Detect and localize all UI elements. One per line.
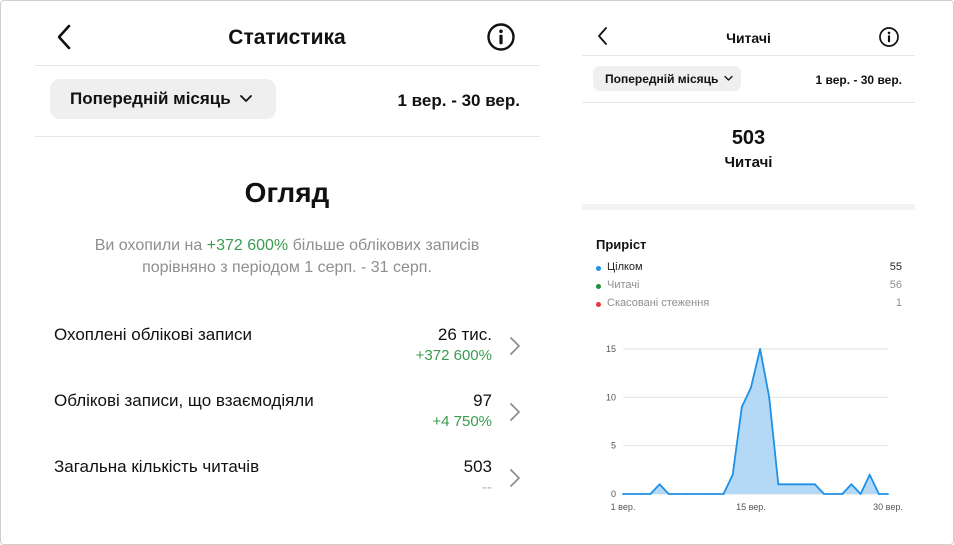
growth-heading: Приріст xyxy=(596,237,647,252)
summary-text-end: більше облікових записів порівняно з пер… xyxy=(142,237,480,276)
data-point xyxy=(868,473,871,476)
data-point xyxy=(823,493,825,495)
period-dropdown[interactable]: Попередній місяць xyxy=(593,66,741,91)
chevron-down-icon xyxy=(239,95,252,102)
series-area xyxy=(623,349,888,494)
overview-heading: Огляд xyxy=(244,177,330,208)
legend-dot xyxy=(596,302,601,307)
back-arrow-icon[interactable] xyxy=(596,26,610,46)
legend-label: Читачі xyxy=(607,279,640,291)
metric-delta: +4 750% xyxy=(432,413,492,430)
data-point xyxy=(658,483,661,486)
legend-dot xyxy=(596,266,601,271)
page-title: Статистика xyxy=(228,26,346,49)
metric-row-total-followers[interactable]: Загальна кількість читачів 503 -- xyxy=(2,457,572,513)
data-point xyxy=(786,483,789,486)
overview-summary: Ви охопили на +372 600% більше облікових… xyxy=(62,235,512,279)
data-point xyxy=(667,493,670,495)
summary-highlight: +372 600% xyxy=(206,237,289,254)
data-point xyxy=(887,493,889,495)
metric-delta: +372 600% xyxy=(415,347,492,364)
data-point xyxy=(777,483,780,486)
chevron-down-icon xyxy=(724,75,734,81)
data-point xyxy=(622,493,624,495)
legend-value: 1 xyxy=(895,297,902,309)
toolbar-divider xyxy=(582,102,915,103)
data-point xyxy=(768,396,771,399)
data-point xyxy=(731,473,734,476)
x-tick-label: 30 вер. xyxy=(873,502,903,512)
data-point xyxy=(640,493,643,495)
legend-label: Скасовані стеження xyxy=(607,297,710,309)
info-icon[interactable] xyxy=(878,26,900,48)
metric-label: Охоплені облікові записи xyxy=(54,325,252,344)
metric-value: 97 xyxy=(473,391,492,410)
data-point xyxy=(686,493,688,495)
data-point xyxy=(704,493,707,495)
statistics-panel: Статистика Попередній місяць 1 вер. - 30… xyxy=(2,1,572,544)
x-tick-label: 15 вер. xyxy=(736,502,766,512)
metric-value: 26 тис. xyxy=(437,325,492,344)
legend-item-overall: Цілком 55 xyxy=(596,261,902,277)
data-point xyxy=(850,483,853,486)
chevron-right-icon xyxy=(510,337,520,355)
metric-value: 503 xyxy=(463,457,492,476)
back-arrow-icon[interactable] xyxy=(52,23,78,51)
followers-count: 503 xyxy=(731,127,766,149)
data-point xyxy=(722,493,725,495)
followers-panel: Читачі Попередній місяць 1 вер. - 30 вер… xyxy=(582,1,915,544)
info-icon[interactable] xyxy=(486,22,516,52)
y-tick-label: 5 xyxy=(611,441,616,451)
data-point xyxy=(740,406,743,408)
legend-item-unfollows: Скасовані стеження 1 xyxy=(596,297,902,313)
data-point xyxy=(804,483,807,486)
toolbar-divider xyxy=(35,136,540,137)
header-divider xyxy=(582,55,915,56)
period-dropdown-label: Попередній місяць xyxy=(605,71,719,86)
data-point xyxy=(795,483,798,486)
period-dropdown[interactable]: Попередній місяць xyxy=(50,79,276,119)
data-point xyxy=(878,493,880,495)
metric-label: Облікові записи, що взаємодіяли xyxy=(54,391,314,410)
chevron-right-icon xyxy=(510,469,520,487)
data-point xyxy=(832,493,835,495)
series-line xyxy=(623,348,888,495)
followers-count-label: Читачі xyxy=(724,154,773,171)
section-separator xyxy=(582,204,915,210)
data-point xyxy=(859,493,862,495)
x-tick-label: 1 вер. xyxy=(611,502,636,512)
header-divider xyxy=(35,65,540,66)
summary-text-start: Ви охопили на xyxy=(94,237,207,254)
data-point xyxy=(759,348,761,350)
data-point xyxy=(631,493,633,495)
chevron-right-icon xyxy=(510,403,520,421)
legend-value: 56 xyxy=(889,279,902,291)
data-point xyxy=(676,493,679,495)
metric-row-reached-accounts[interactable]: Охоплені облікові записи 26 тис. +372 60… xyxy=(2,325,572,381)
y-tick-label: 10 xyxy=(606,392,616,402)
metric-label: Загальна кількість читачів xyxy=(54,457,260,476)
data-point xyxy=(814,483,816,486)
date-range: 1 вер. - 30 вер. xyxy=(815,73,902,87)
legend-item-followers: Читачі 56 xyxy=(596,279,902,295)
period-dropdown-label: Попередній місяць xyxy=(70,89,231,108)
y-tick-label: 0 xyxy=(611,489,616,499)
data-point xyxy=(750,386,752,389)
data-point xyxy=(695,493,697,495)
page-title: Читачі xyxy=(726,30,771,46)
legend-dot xyxy=(596,284,601,289)
data-point xyxy=(841,493,844,495)
date-range: 1 вер. - 30 вер. xyxy=(397,91,521,110)
data-point xyxy=(713,493,716,495)
y-tick-label: 15 xyxy=(606,344,616,354)
growth-chart: 0 5 10 15 1 вер. 15 вер. 30 вер. xyxy=(606,344,903,512)
metric-row-engaged-accounts[interactable]: Облікові записи, що взаємодіяли 97 +4 75… xyxy=(2,391,572,447)
legend-value: 55 xyxy=(889,261,902,273)
legend-label: Цілком xyxy=(607,261,643,273)
data-point xyxy=(649,493,652,495)
metric-delta: -- xyxy=(482,479,492,496)
